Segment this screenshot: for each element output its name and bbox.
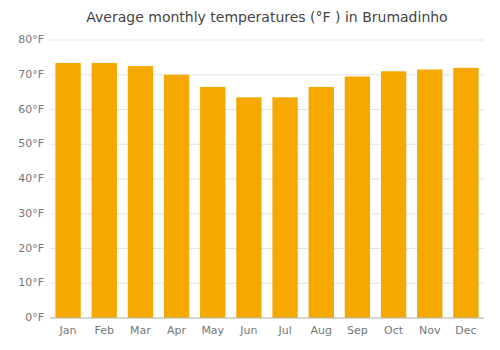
x-tick-label: Nov bbox=[419, 324, 441, 337]
bar bbox=[309, 87, 334, 318]
chart-container: Average monthly temperatures (°F ) in Br… bbox=[0, 0, 500, 350]
x-tick-label: Feb bbox=[95, 324, 114, 337]
x-tick-label: Aug bbox=[311, 324, 332, 337]
y-tick-label: 30°F bbox=[18, 207, 44, 220]
bar bbox=[345, 76, 370, 318]
bar bbox=[236, 97, 261, 318]
y-axis: 0°F 10°F 20°F 30°F 40°F 50°F 60°F 70°F 80°F bbox=[18, 33, 484, 324]
grid-line bbox=[50, 40, 484, 41]
bars bbox=[55, 63, 478, 318]
grid-line bbox=[50, 318, 484, 319]
x-tick-label: Jul bbox=[277, 324, 291, 337]
bar bbox=[417, 70, 442, 318]
y-tick-label: 60°F bbox=[18, 103, 44, 116]
y-tick-label: 40°F bbox=[18, 172, 44, 185]
x-axis: Jan Feb Mar Apr May Jun Jul Aug Sep Oct Nov Dec bbox=[59, 324, 477, 337]
y-tick-label: 10°F bbox=[18, 276, 44, 289]
bar bbox=[200, 87, 225, 318]
x-tick-label: May bbox=[201, 324, 224, 337]
x-tick-label: Sep bbox=[347, 324, 368, 337]
x-tick-label: Oct bbox=[384, 324, 404, 337]
chart-title: Average monthly temperatures (°F ) in Br… bbox=[86, 9, 447, 25]
x-tick-label: Mar bbox=[130, 324, 151, 337]
x-axis-line bbox=[50, 318, 484, 319]
bar bbox=[128, 66, 153, 318]
bar bbox=[164, 75, 189, 318]
bar bbox=[381, 71, 406, 318]
bar bbox=[272, 97, 297, 318]
x-tick-label: Dec bbox=[455, 324, 476, 337]
y-tick-label: 0°F bbox=[25, 311, 44, 324]
y-tick-label: 20°F bbox=[18, 242, 44, 255]
bar bbox=[55, 63, 80, 318]
x-tick-label: Jun bbox=[239, 324, 257, 337]
chart-svg: Average monthly temperatures (°F ) in Br… bbox=[0, 0, 500, 350]
x-tick-label: Apr bbox=[167, 324, 187, 337]
bar bbox=[453, 68, 478, 318]
x-tick-label: Jan bbox=[59, 324, 77, 337]
bar bbox=[92, 63, 117, 318]
y-tick-label: 70°F bbox=[18, 68, 44, 81]
y-tick-label: 50°F bbox=[18, 137, 44, 150]
y-tick-label: 80°F bbox=[18, 33, 44, 46]
